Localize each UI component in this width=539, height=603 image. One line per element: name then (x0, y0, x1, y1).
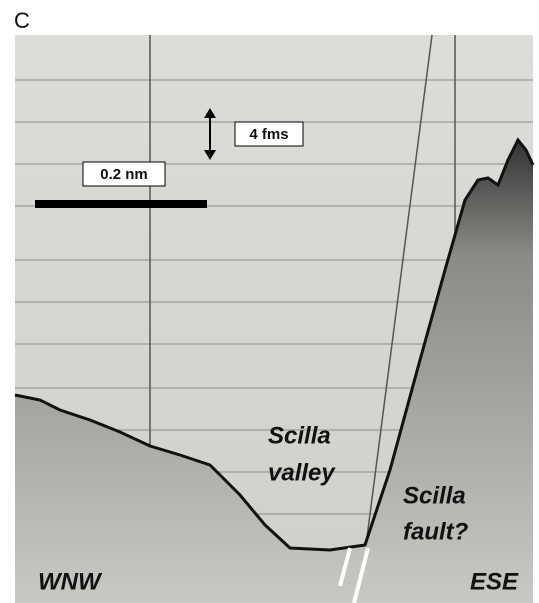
fault-label: Scilla (403, 482, 466, 509)
vertical-scale-label: 4 fms (249, 126, 288, 143)
valley-label: valley (268, 459, 336, 486)
echo-profile: C 4 fms 0.2 nm Scilla valley Scilla faul… (0, 0, 539, 603)
direction-right: ESE (470, 568, 519, 595)
direction-left: WNW (38, 568, 103, 595)
fault-label: fault? (403, 518, 469, 545)
valley-label: Scilla (268, 422, 331, 449)
horizontal-scale-bar (35, 200, 207, 208)
page: C 4 fms 0.2 nm Scilla valley Scilla faul… (0, 0, 539, 603)
panel-label: C (14, 8, 30, 33)
horizontal-scale-label: 0.2 nm (100, 166, 148, 183)
